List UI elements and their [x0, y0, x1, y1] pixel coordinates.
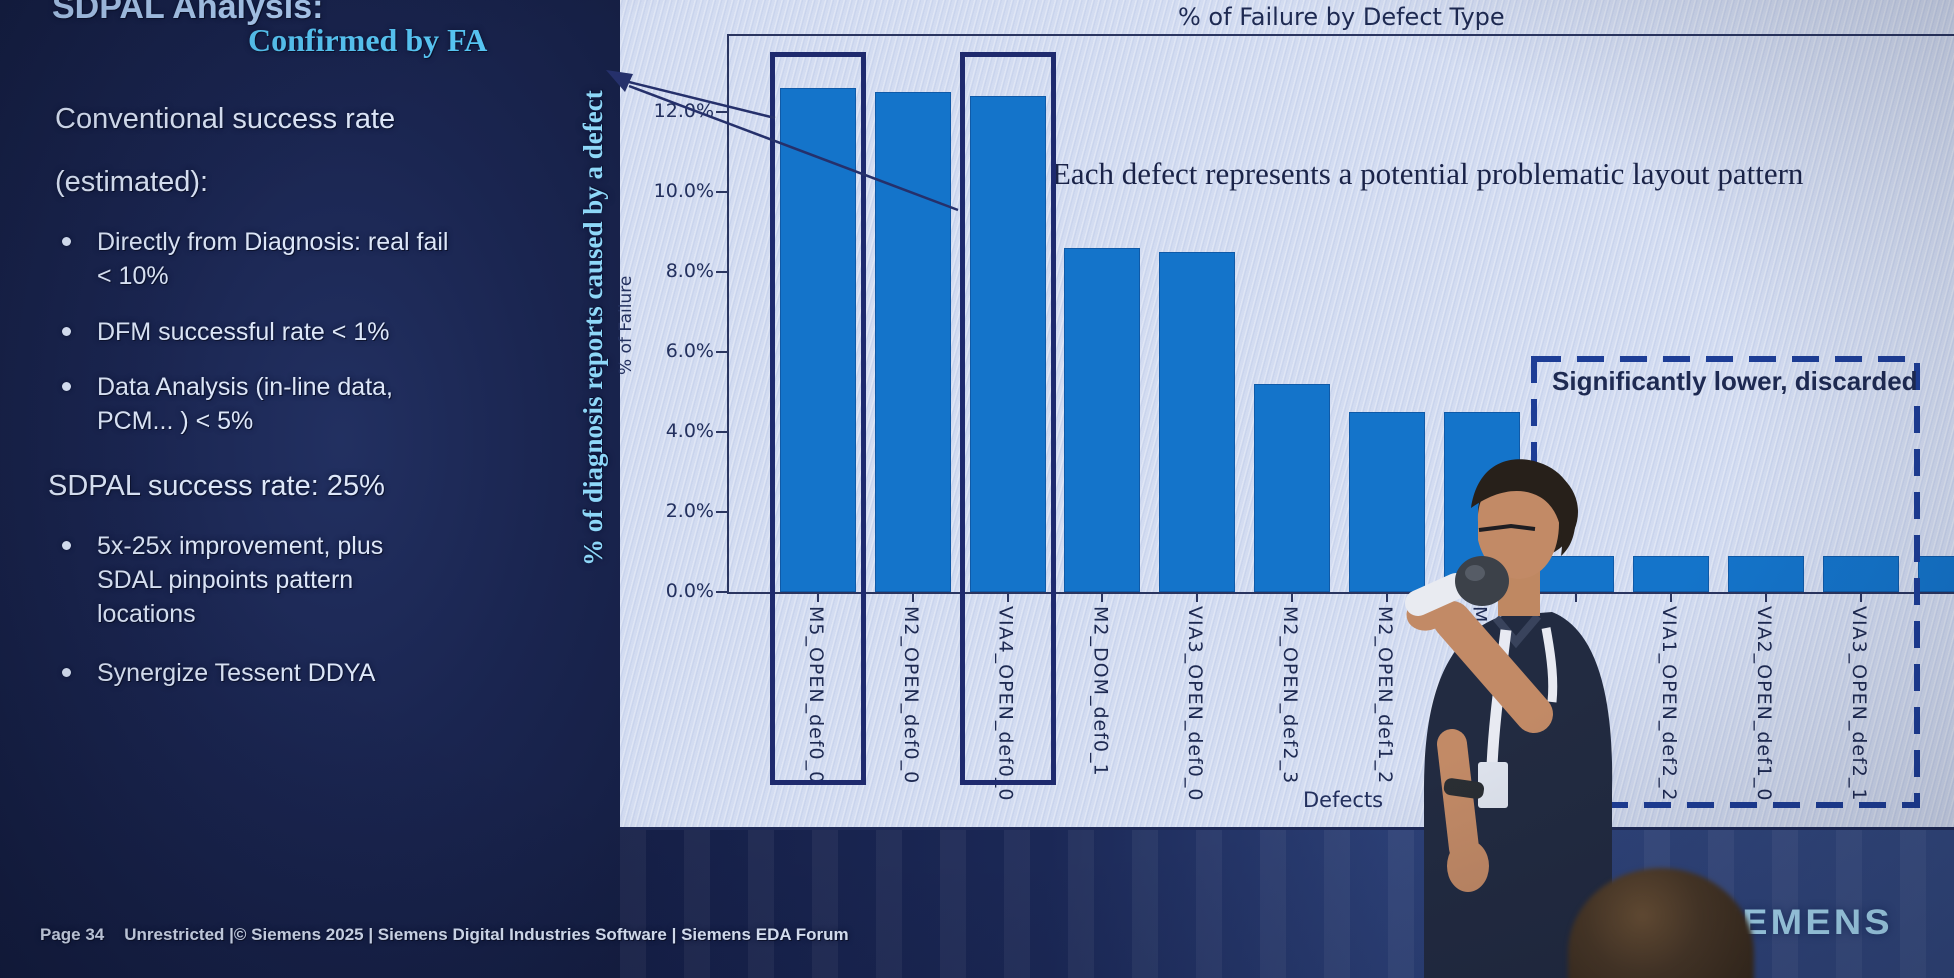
dashed-rectangle — [1531, 356, 1920, 808]
y-tick-label: 4.0% — [665, 420, 714, 442]
x-category-label: M2_OPEN_def0_0 — [899, 606, 922, 785]
x-category-label: M5_OPEN_def0_0 — [805, 606, 827, 785]
bar-M2_OPEN_def1_2 — [1348, 412, 1425, 592]
bullet-dot — [62, 541, 71, 550]
x-tick — [1291, 592, 1293, 602]
x-category-label: VIA1_OPEN_def2_2 — [1658, 606, 1681, 802]
discarded-region-box — [1531, 356, 1920, 808]
bar-VIA3_OPEN_def0_0 — [1159, 252, 1236, 592]
y-tick — [716, 431, 727, 433]
y-tick — [716, 351, 727, 353]
chart-top-border — [727, 34, 1954, 36]
bar-hidden-12 — [1917, 556, 1954, 592]
y-tick-label: 8.0% — [665, 260, 714, 282]
y-tick-label: 0.0% — [665, 580, 714, 602]
bullet-text: Data Analysis (in-line data, PCM... ) < … — [97, 373, 393, 435]
bar-VIA2_OPEN_def1_0 — [1728, 556, 1804, 592]
bar-M2_OPEN_def2_3 — [1254, 384, 1330, 592]
bar-VIA4_OPEN_def0_0 — [969, 96, 1046, 592]
outer-y-axis-label: % of diagnosis reports caused by a defec… — [578, 90, 608, 566]
list-item: Synergize Tessent DDYA — [62, 657, 449, 691]
x-category-label: M2_OPEN_def2_3 — [1279, 606, 1301, 785]
x-category-label: VIA3_OPEN_def0_0 — [1184, 606, 1207, 802]
bullet-text: Synergize Tessent DDYA — [97, 659, 376, 688]
y-axis-spine — [727, 36, 729, 594]
y-tick — [716, 191, 727, 193]
highlight-box-M5_OPEN_def0_0 — [770, 52, 866, 785]
bullet-list-sdpal: 5x-25x improvement, plus SDAL pinpoints … — [62, 530, 449, 717]
x-tick — [1765, 592, 1767, 602]
y-tick — [716, 111, 727, 113]
bullet-list-conventional: Directly from Diagnosis: real fail < 10%… — [62, 226, 449, 461]
x-tick — [1859, 592, 1862, 602]
x-tick — [1196, 592, 1199, 602]
y-tick — [716, 271, 727, 273]
x-category-label: M2_DOM_def0_1 — [1089, 606, 1112, 777]
x-category-label: VIA3_OPEN_def2_1 — [1847, 606, 1870, 802]
slide-dark-panel — [0, 0, 620, 978]
discarded-region-label: Significantly lower, discarded — [1552, 366, 1918, 396]
y-tick-label: 10.0% — [653, 180, 714, 202]
bar-M2_DOM_def0_1 — [1064, 248, 1141, 592]
x-tick — [1575, 592, 1578, 602]
list-item: DFM successful rate < 1% — [62, 316, 449, 350]
chart-annotation: Each defect represents a potential probl… — [1052, 156, 1804, 191]
x-tick — [1670, 592, 1673, 602]
y-tick-label: 12.0% — [653, 100, 714, 122]
x-tick — [911, 592, 914, 602]
slide-footer: Page 34 Unrestricted |© Siemens 2025 | S… — [40, 925, 849, 945]
x-tick — [817, 592, 819, 602]
x-category-label: M5_O — [1468, 606, 1491, 663]
sdpal-success-line: SDPAL success rate: 25% — [48, 470, 385, 502]
chart-title: % of Failure by Defect Type — [1178, 3, 1505, 31]
heading-line2: (estimated): — [55, 166, 209, 198]
bar-M5_O — [1443, 412, 1520, 592]
x-category-label: VIA2_OPEN_def1_0 — [1753, 606, 1775, 802]
bullet-dot — [62, 237, 71, 246]
list-item: 5x-25x improvement, plus SDAL pinpoints … — [62, 530, 449, 631]
x-tick — [1480, 592, 1483, 602]
x-axis-label: Defects — [1303, 788, 1384, 812]
bullet-dot — [62, 326, 71, 336]
y-tick-label: 6.0% — [665, 340, 714, 362]
footer-text: Unrestricted |© Siemens 2025 | Siemens D… — [124, 925, 849, 944]
slide-title: SDPAL Analysis: — [52, 0, 324, 26]
x-tick — [1006, 592, 1009, 602]
bullet-dot — [62, 382, 71, 392]
bar-VIA1_OPEN_def2_2 — [1633, 556, 1710, 592]
x-category-label: VIA4_OPEN_def0_0 — [994, 606, 1017, 802]
bullet-text: Directly from Diagnosis: real fail < 10% — [97, 228, 449, 290]
x-tick — [1101, 592, 1104, 602]
bullet-dot — [62, 668, 71, 678]
list-item: Data Analysis (in-line data, PCM... ) < … — [62, 371, 449, 439]
bar-VIA3_OPEN_def2_1 — [1822, 556, 1899, 592]
x-tick — [1385, 592, 1388, 602]
y-tick-label: 2.0% — [665, 500, 714, 522]
x-axis-spine — [727, 592, 1954, 594]
bullet-text: 5x-25x improvement, plus SDAL pinpoints … — [97, 532, 384, 628]
bullet-text: DFM successful rate < 1% — [97, 317, 390, 346]
highlight-box-VIA4_OPEN_def0_0 — [959, 52, 1056, 785]
list-item: Directly from Diagnosis: real fail < 10% — [62, 226, 449, 294]
y-tick — [716, 511, 727, 513]
confirmed-by-fa-label: Confirmed by FA — [248, 22, 488, 58]
heading-line1: Conventional success rate — [55, 103, 396, 135]
y-tick — [716, 591, 727, 593]
bar-M2_OPEN_def0_0 — [874, 92, 951, 592]
page-number: Page 34 — [40, 925, 105, 944]
x-category-label: M2_OPEN_def1_2 — [1373, 606, 1396, 785]
